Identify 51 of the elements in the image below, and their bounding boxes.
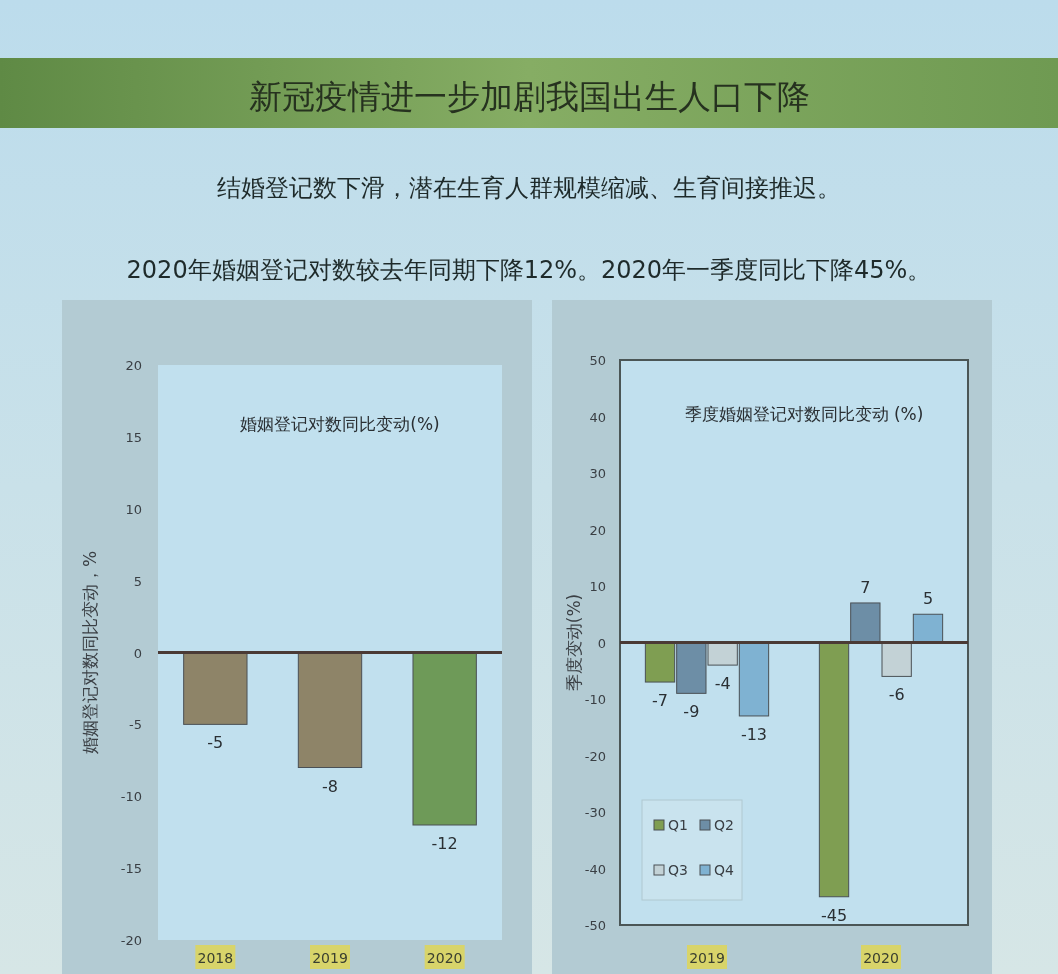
bar bbox=[850, 602, 881, 643]
y-tick-label: -30 bbox=[584, 805, 606, 820]
legend-label: Q4 bbox=[714, 862, 735, 878]
data-label: -9 bbox=[683, 702, 700, 722]
text: 结婚登记数下滑，潜在生育人群规模缩减、生育间接推迟。 bbox=[217, 174, 841, 202]
y-tick-label: 30 bbox=[589, 466, 606, 481]
data-label: -8 bbox=[322, 776, 338, 796]
bar bbox=[818, 642, 850, 898]
legend-label: Q2 bbox=[714, 817, 734, 833]
y-tick-label: -20 bbox=[120, 933, 142, 948]
bar bbox=[881, 642, 912, 677]
y-tick-label: -5 bbox=[129, 717, 142, 733]
y-tick-label: 15 bbox=[125, 429, 142, 445]
x-tick-label: 2020 bbox=[426, 950, 463, 966]
y-tick-label: -15 bbox=[120, 861, 142, 877]
data-label: -7 bbox=[652, 691, 668, 711]
legend-label: Q3 bbox=[668, 862, 688, 878]
text: 季度婚姻登记对数同比变动 (%) bbox=[684, 404, 924, 424]
y-axis-title: 婚姻登记对数同比变动，% bbox=[80, 550, 100, 755]
text: 2020年婚姻登记对数较去年同期下降12%。2020年一季度同比下降45%。 bbox=[126, 256, 932, 284]
data-label: -6 bbox=[888, 685, 905, 705]
y-tick-label: -40 bbox=[584, 861, 606, 877]
y-tick-label: 0 bbox=[133, 645, 142, 661]
y-tick-label: -20 bbox=[584, 748, 606, 764]
x-tick-label: 2020 bbox=[863, 950, 899, 966]
y-tick-label: 50 bbox=[589, 353, 606, 368]
y-tick-label: 20 bbox=[589, 522, 606, 538]
y-axis-title: 季度变动(%) bbox=[564, 593, 584, 692]
data-label: 5 bbox=[922, 589, 934, 609]
data-label: -45 bbox=[820, 905, 848, 925]
data-label: -5 bbox=[207, 733, 224, 753]
y-tick-label: -50 bbox=[584, 918, 606, 933]
y-tick-label: 40 bbox=[589, 409, 606, 425]
x-tick-label: 2018 bbox=[197, 950, 234, 966]
data-label: -13 bbox=[740, 724, 768, 744]
y-tick-label: 10 bbox=[125, 501, 142, 517]
data-label: -12 bbox=[431, 834, 458, 853]
text: 新冠疫情进一步加剧我国出生人口下降 bbox=[248, 77, 810, 116]
y-tick-label: 20 bbox=[125, 358, 142, 373]
data-label: -4 bbox=[714, 674, 731, 694]
x-tick-label: 2019 bbox=[689, 950, 725, 966]
legend-label: Q1 bbox=[668, 817, 688, 833]
bar bbox=[912, 613, 944, 643]
y-tick-label: 0 bbox=[597, 635, 606, 651]
text: 婚姻登记对数同比变动(%) bbox=[240, 414, 440, 434]
x-tick-label: 2019 bbox=[312, 950, 348, 966]
y-tick-label: -10 bbox=[584, 692, 606, 707]
y-tick-label: 5 bbox=[133, 573, 142, 589]
y-tick-label: 10 bbox=[589, 579, 606, 594]
data-label: 7 bbox=[860, 577, 871, 597]
y-tick-label: -10 bbox=[120, 789, 142, 805]
